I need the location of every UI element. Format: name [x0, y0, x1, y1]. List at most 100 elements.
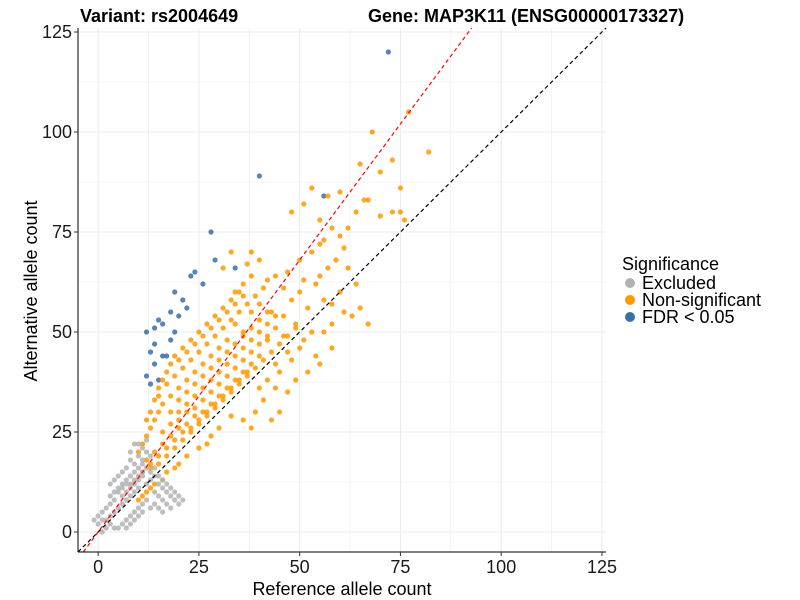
point-excluded [147, 453, 154, 459]
point-excluded [131, 469, 138, 475]
point-excluded [123, 465, 129, 471]
point-non-significant [160, 429, 166, 435]
point-non-significant [337, 189, 343, 195]
x-tick-label: 125 [587, 557, 617, 577]
point-excluded [107, 521, 113, 527]
point-non-significant [264, 337, 271, 343]
point-non-significant [289, 297, 295, 303]
point-excluded [168, 505, 174, 511]
point-non-significant [236, 381, 242, 387]
point-non-significant [240, 369, 246, 375]
point-non-significant [264, 309, 271, 315]
point-excluded [115, 525, 121, 531]
point-non-significant [208, 365, 214, 371]
point-excluded [139, 457, 146, 463]
point-excluded [115, 489, 121, 495]
legend-swatch-excluded [625, 278, 635, 288]
point-excluded [176, 493, 182, 499]
point-excluded [99, 529, 105, 535]
point-fdr-0-05 [188, 273, 194, 279]
chart-title-gene: Gene: MAP3K11 (ENSG00000173327) [368, 6, 684, 26]
point-excluded [135, 505, 142, 511]
point-non-significant [200, 373, 206, 379]
point-excluded [99, 509, 105, 515]
point-non-significant [139, 493, 146, 499]
point-non-significant [188, 425, 194, 431]
point-non-significant [256, 257, 262, 263]
point-non-significant [389, 209, 395, 215]
point-non-significant [329, 225, 335, 231]
point-non-significant [176, 461, 182, 467]
points-layer [91, 49, 432, 535]
point-excluded [135, 477, 142, 483]
point-non-significant [397, 185, 404, 191]
point-fdr-0-05 [176, 313, 182, 319]
point-fdr-0-05 [151, 341, 158, 347]
reference-line-identity [77, 27, 607, 553]
point-non-significant [353, 281, 359, 287]
point-non-significant [184, 453, 190, 459]
point-non-significant [176, 409, 182, 415]
point-non-significant [180, 429, 186, 435]
point-excluded [131, 517, 138, 523]
point-non-significant [188, 337, 194, 343]
point-excluded [172, 489, 178, 495]
point-non-significant [248, 273, 254, 279]
point-non-significant [313, 281, 319, 287]
point-non-significant [176, 425, 182, 431]
point-excluded [131, 489, 138, 495]
point-non-significant [232, 365, 238, 371]
point-non-significant [256, 329, 262, 335]
point-non-significant [184, 401, 190, 407]
point-non-significant [180, 365, 186, 371]
point-non-significant [309, 329, 315, 335]
point-non-significant [196, 417, 202, 423]
point-non-significant [220, 393, 226, 399]
point-non-significant [252, 409, 258, 415]
point-non-significant [220, 265, 226, 271]
point-excluded [107, 493, 113, 499]
point-excluded [143, 497, 150, 503]
point-non-significant [151, 417, 158, 423]
point-non-significant [184, 389, 190, 395]
point-non-significant [224, 373, 230, 379]
point-excluded [147, 505, 154, 511]
y-tick-label: 125 [42, 22, 72, 42]
y-axis-title: Alternative allele count [21, 200, 41, 381]
point-non-significant [196, 445, 202, 451]
point-non-significant [204, 321, 210, 327]
point-non-significant [284, 269, 291, 275]
point-non-significant [228, 389, 234, 395]
point-non-significant [228, 317, 234, 323]
point-non-significant [317, 273, 323, 279]
point-non-significant [184, 421, 190, 427]
point-non-significant [317, 361, 323, 367]
point-non-significant [156, 385, 162, 391]
point-non-significant [329, 321, 335, 327]
point-non-significant [188, 357, 194, 363]
point-fdr-0-05 [172, 329, 178, 335]
point-excluded [156, 505, 162, 511]
point-excluded [131, 509, 138, 515]
point-excluded [107, 481, 113, 487]
point-non-significant [168, 361, 174, 367]
point-non-significant [377, 169, 383, 175]
reference-lines [77, 27, 607, 553]
point-non-significant [156, 461, 162, 467]
point-fdr-0-05 [256, 173, 262, 179]
point-excluded [147, 469, 154, 475]
point-non-significant [244, 373, 250, 379]
point-excluded [156, 493, 162, 499]
point-non-significant [139, 441, 146, 447]
point-fdr-0-05 [160, 353, 166, 359]
point-excluded [139, 501, 146, 507]
point-fdr-0-05 [151, 325, 158, 331]
legend-label-non-significant: Non-significant [642, 290, 761, 310]
point-excluded [91, 517, 97, 523]
point-non-significant [176, 397, 182, 403]
point-non-significant [204, 441, 210, 447]
point-excluded [180, 497, 186, 503]
point-excluded [95, 521, 101, 527]
point-excluded [160, 485, 166, 491]
point-non-significant [240, 417, 246, 423]
